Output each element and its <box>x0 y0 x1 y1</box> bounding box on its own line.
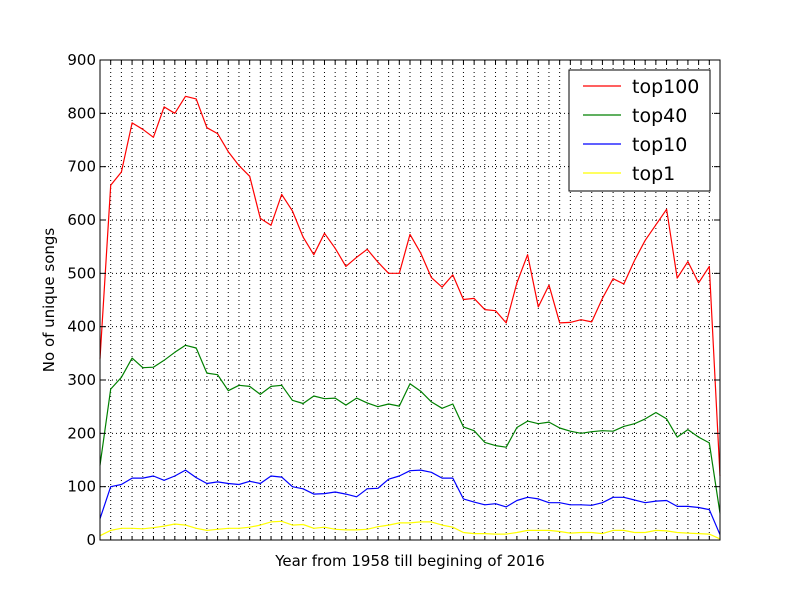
legend: top100 top40 top10 top1 <box>568 69 711 192</box>
y-tick-label: 200 <box>67 424 96 442</box>
series-line-top40 <box>99 344 721 514</box>
y-tick-label: 700 <box>67 158 96 176</box>
y-tick-label: 300 <box>67 371 96 389</box>
y-tick-label: 100 <box>67 478 96 496</box>
series-line-top1 <box>99 520 721 540</box>
y-tick-label: 600 <box>67 211 96 229</box>
axis-ticks <box>100 59 720 541</box>
y-axis-title: No of unique songs <box>40 228 58 373</box>
series-line-top10 <box>99 469 721 535</box>
legend-box <box>568 69 711 192</box>
x-axis-title: Year from 1958 till begining of 2016 <box>274 552 545 570</box>
y-tick-label: 800 <box>67 104 96 122</box>
y-tick-labels: 0 100 200 300 400 500 600 700 800 900 <box>67 51 96 549</box>
series-line-top100 <box>99 95 721 477</box>
series-lines <box>99 95 721 540</box>
legend-label-top10: top10 <box>632 134 687 156</box>
y-tick-label: 900 <box>67 51 96 69</box>
legend-label-top1: top1 <box>632 163 675 185</box>
legend-label-top40: top40 <box>632 105 687 127</box>
y-tick-label: 400 <box>67 318 96 336</box>
legend-label-top100: top100 <box>632 76 699 98</box>
y-tick-label: 500 <box>67 264 96 282</box>
y-tick-label: 0 <box>86 531 96 549</box>
